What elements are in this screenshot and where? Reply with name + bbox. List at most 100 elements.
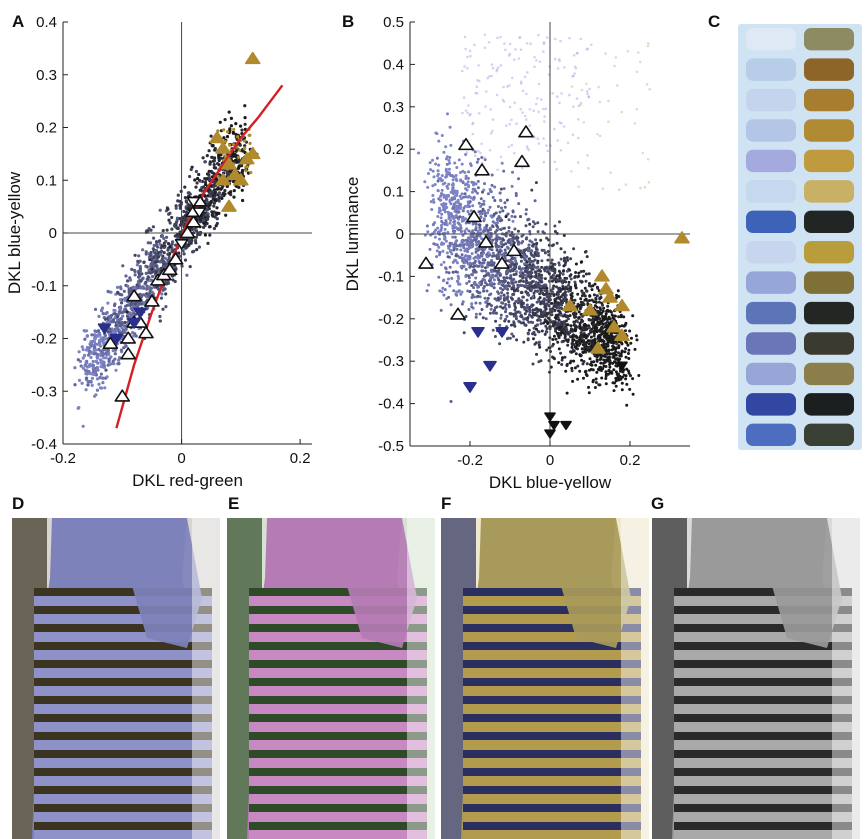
cloud-point xyxy=(235,160,239,164)
cloud-point xyxy=(562,269,566,273)
cloud-point xyxy=(466,67,469,70)
cloud-point xyxy=(499,35,502,39)
cloud-point xyxy=(596,316,600,320)
cloud-point xyxy=(431,169,435,173)
cloud-point xyxy=(234,122,238,126)
open-triangle-marker xyxy=(161,262,178,276)
swatch-left xyxy=(746,301,796,325)
cloud-point xyxy=(449,190,453,194)
cloud-point xyxy=(485,289,489,293)
cloud-point xyxy=(514,259,518,263)
cloud-point xyxy=(557,301,561,305)
cloud-point xyxy=(555,167,558,171)
cloud-point xyxy=(138,259,142,263)
open-triangle-marker xyxy=(114,389,131,402)
cloud-point xyxy=(465,227,469,231)
cloud-point xyxy=(592,334,596,338)
cloud-point xyxy=(532,291,536,295)
cloud-point xyxy=(603,332,606,335)
cloud-point xyxy=(540,276,544,280)
cloud-point xyxy=(475,243,479,247)
cloud-point xyxy=(488,74,491,78)
cloud-point xyxy=(624,329,627,333)
cloud-point xyxy=(612,389,616,393)
cloud-point xyxy=(120,301,124,305)
cloud-point xyxy=(243,139,247,143)
cloud-point xyxy=(462,331,466,335)
cloud-point xyxy=(505,245,509,249)
cloud-point xyxy=(606,341,610,345)
cloud-point xyxy=(496,221,499,225)
cloud-point xyxy=(438,176,442,180)
cloud-point xyxy=(510,118,513,122)
cloud-point xyxy=(624,183,628,186)
cloud-point xyxy=(537,340,541,344)
cloud-point xyxy=(587,95,590,98)
cloud-point xyxy=(492,286,496,290)
cloud-point xyxy=(521,267,525,270)
cloud-point xyxy=(83,353,87,357)
cloud-point xyxy=(483,296,487,300)
dress-stripe-light xyxy=(674,758,852,768)
cloud-point xyxy=(489,307,493,311)
dress-stripe-light xyxy=(463,830,641,839)
cloud-point xyxy=(587,346,591,350)
cloud-point xyxy=(425,289,429,293)
cloud-point xyxy=(607,120,610,123)
cloud-point xyxy=(466,289,470,293)
cloud-point xyxy=(604,312,608,316)
cloud-point xyxy=(467,280,471,283)
cloud-point xyxy=(471,293,475,297)
cloud-point xyxy=(170,274,175,278)
cloud-point xyxy=(455,247,459,251)
cloud-point xyxy=(453,161,457,165)
cloud-point xyxy=(89,340,93,344)
cloud-point xyxy=(437,245,441,249)
cloud-point xyxy=(111,359,115,363)
cloud-point xyxy=(495,224,499,227)
x-tick-label: -0.2 xyxy=(457,452,483,469)
cloud-point xyxy=(455,166,459,169)
cloud-point xyxy=(108,317,112,322)
cloud-point xyxy=(457,158,461,162)
cloud-point xyxy=(147,285,151,289)
cloud-point xyxy=(198,188,202,192)
cloud-point xyxy=(236,135,240,139)
dress-stripe-dark xyxy=(249,822,427,830)
cloud-point xyxy=(575,336,579,339)
cloud-point xyxy=(556,139,560,142)
cloud-point xyxy=(467,170,471,174)
cloud-point xyxy=(238,148,242,152)
cloud-point xyxy=(535,310,539,314)
cloud-point xyxy=(101,381,105,385)
cloud-point xyxy=(77,378,82,382)
cloud-point xyxy=(476,229,480,233)
cloud-point xyxy=(608,365,612,369)
cloud-point xyxy=(434,162,438,166)
cloud-point xyxy=(615,357,619,361)
cloud-point xyxy=(614,384,618,388)
cloud-point xyxy=(523,312,527,316)
panel-letter-a: A xyxy=(12,12,25,31)
cloud-point xyxy=(578,326,582,330)
cloud-point xyxy=(604,365,608,368)
cloud-point xyxy=(215,221,219,226)
cloud-point xyxy=(154,249,158,253)
cloud-point xyxy=(93,336,97,341)
cloud-point xyxy=(551,307,555,311)
cloud-point xyxy=(436,174,440,178)
blue-triangle-marker xyxy=(495,326,509,338)
cloud-point xyxy=(237,185,241,189)
cloud-point xyxy=(112,362,116,366)
cloud-point xyxy=(247,133,251,137)
cloud-point xyxy=(476,157,480,161)
cloud-point xyxy=(570,345,574,349)
cloud-point xyxy=(565,276,569,280)
cloud-point xyxy=(456,221,460,225)
cloud-point xyxy=(448,172,451,176)
cloud-point xyxy=(186,191,190,195)
cloud-point xyxy=(461,300,465,304)
cloud-point xyxy=(433,235,437,239)
cloud-point xyxy=(525,42,529,45)
cloud-point xyxy=(582,121,586,124)
